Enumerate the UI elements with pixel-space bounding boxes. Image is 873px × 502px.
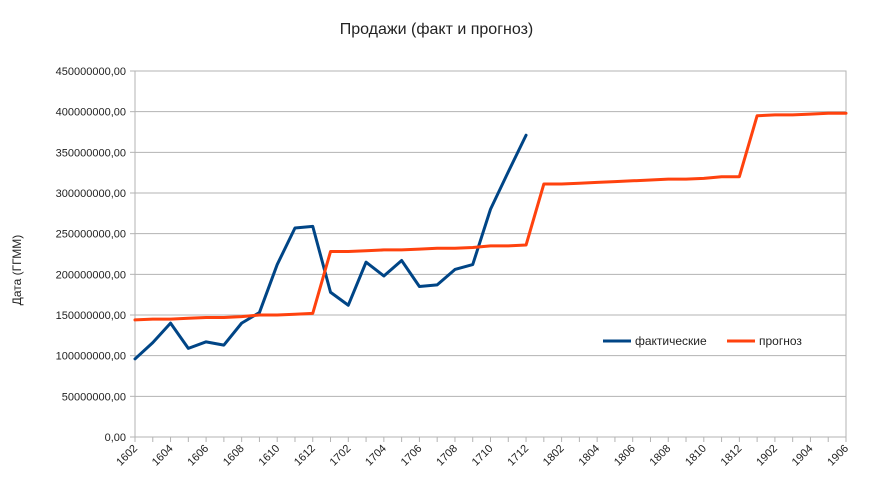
x-tick-label: 1602 [114,443,140,469]
y-tick-label: 50000000,00 [62,391,126,403]
y-tick-label: 450000000,00 [56,66,126,78]
x-tick-label: 1704 [363,443,389,469]
x-tick-label: 1808 [648,443,674,469]
y-tick-label: 350000000,00 [56,147,126,159]
y-tick-label: 200000000,00 [56,269,126,281]
y-tick-label: 100000000,00 [56,351,126,363]
y-tick-label: 0,00 [105,432,126,444]
x-tick-label: 1902 [754,443,780,469]
y-tick-label: 250000000,00 [56,229,126,241]
y-tick-label: 150000000,00 [56,310,126,322]
x-tick-label: 1810 [683,443,709,469]
x-tick-label: 1806 [612,443,638,469]
x-tick-label: 1706 [399,443,425,469]
legend: фактические прогноз [603,334,802,348]
grid-lines [134,70,847,438]
x-tick-label: 1712 [505,443,531,469]
y-axis-ticks: 0,00 50000000,00 100000000,00 150000000,00 2… [56,66,135,444]
plot-area-border [134,70,847,438]
x-tick-label: 1604 [150,443,176,469]
x-tick-label: 1710 [470,443,496,469]
x-tick-label: 1702 [328,443,354,469]
x-tick-label: 1612 [292,443,318,469]
x-tick-label: 1708 [434,443,460,469]
series-line-forecast [133,111,848,322]
x-tick-label: 1802 [541,443,567,469]
x-axis-ticks: 1602 1604 1606 1608 1610 1612 1702 1704 1706 1708… [114,437,851,468]
series-line-actual [133,133,528,361]
chart-title: Продажи (факт и прогноз) [339,21,534,38]
series-lines [133,111,848,361]
x-tick-label: 1812 [719,443,745,469]
x-tick-label: 1606 [185,443,211,469]
x-tick-label: 1906 [825,443,851,469]
x-tick-label: 1904 [790,443,816,469]
y-tick-label: 300000000,00 [56,188,126,200]
x-tick-label: 1610 [257,443,283,469]
legend-label: прогноз [759,334,802,348]
y-tick-label: 400000000,00 [56,107,126,119]
x-tick-label: 1608 [221,443,247,469]
x-tick-label: 1804 [576,443,602,469]
legend-label: фактические [635,334,707,348]
